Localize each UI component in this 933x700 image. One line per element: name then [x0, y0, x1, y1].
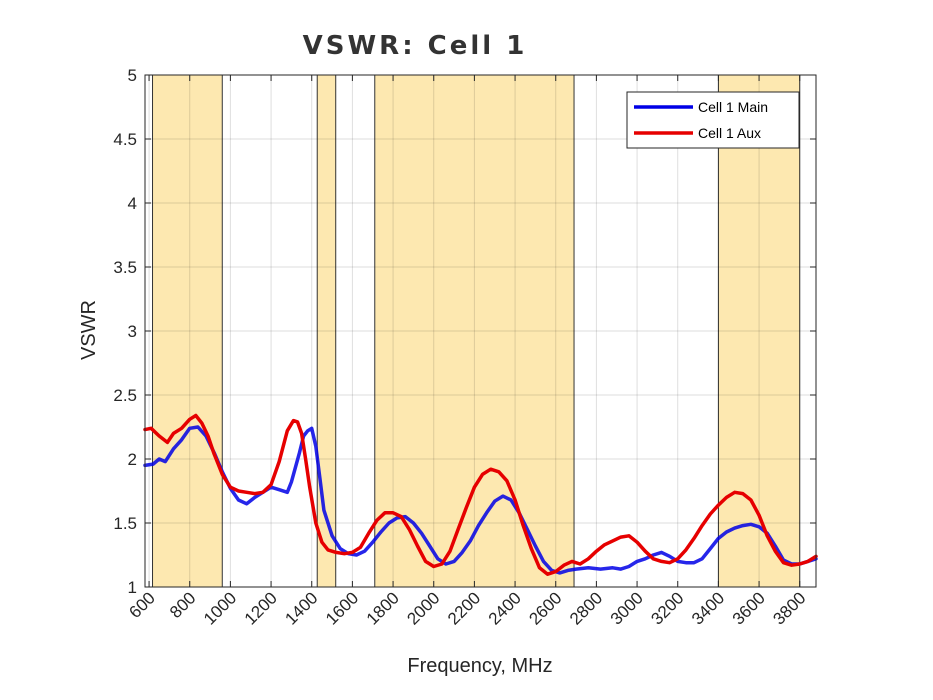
frequency-bands: [152, 74, 801, 588]
y-axis-label: VSWR: [78, 300, 100, 360]
band-shade-0: [152, 74, 223, 588]
series-line-0: [143, 425, 818, 575]
band-shade-3: [717, 74, 801, 588]
x-axis-label: Frequency, MHz: [407, 655, 552, 677]
legend-box: [626, 91, 800, 149]
y-tick-label-1: 1.5: [113, 514, 137, 533]
y-tick-label-3: 2.5: [113, 386, 137, 405]
legend-label-1: Cell 1 Aux: [698, 125, 761, 141]
series-line-1: [143, 413, 818, 576]
band-shade-2: [374, 74, 575, 588]
y-tick-label-2: 2: [128, 450, 137, 469]
series-lines: [143, 413, 818, 576]
y-tick-label-4: 3: [128, 322, 137, 341]
legend: Cell 1 Main Cell 1 Aux: [626, 91, 800, 149]
chart-title: VSWR: Cell 1: [303, 31, 528, 61]
axis-ticks: [145, 74, 816, 588]
y-tick-label-6: 4: [128, 194, 137, 213]
y-tick-label-7: 4.5: [113, 130, 137, 149]
y-tick-label-0: 1: [128, 578, 137, 597]
y-tick-label-5: 3.5: [113, 258, 137, 277]
legend-label-0: Cell 1 Main: [698, 99, 768, 115]
y-tick-label-8: 5: [128, 66, 137, 85]
